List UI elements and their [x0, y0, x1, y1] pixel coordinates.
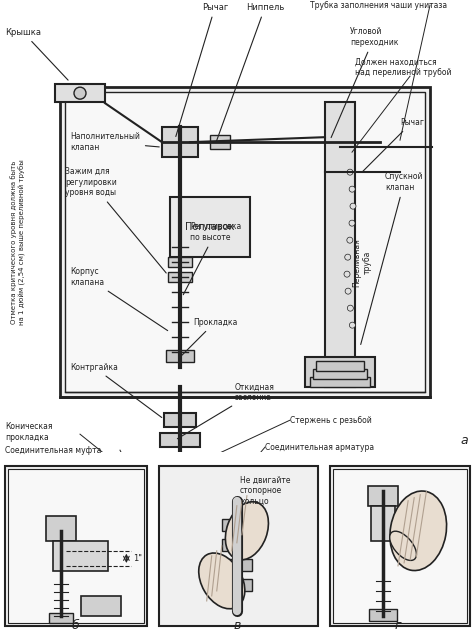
Circle shape: [74, 87, 86, 99]
Text: Рычаг: Рычаг: [362, 117, 424, 172]
Bar: [313, 369, 367, 379]
Ellipse shape: [199, 553, 245, 609]
Bar: [369, 609, 397, 621]
Bar: [46, 516, 76, 541]
Text: Не двигайте
стопорное
кольцо: Не двигайте стопорное кольцо: [240, 476, 291, 505]
Bar: [325, 102, 355, 387]
Text: Стержень с резьбой: Стержень с резьбой: [290, 416, 372, 425]
Circle shape: [349, 220, 355, 226]
Bar: [55, 84, 105, 102]
Bar: [368, 486, 398, 505]
Bar: [222, 579, 252, 591]
Bar: [166, 350, 194, 362]
Circle shape: [345, 254, 351, 260]
Ellipse shape: [225, 502, 268, 560]
Bar: [168, 257, 192, 267]
Bar: [170, 197, 250, 257]
Bar: [160, 433, 200, 447]
Bar: [162, 127, 198, 157]
Text: Корпус
клапана: Корпус клапана: [70, 268, 168, 331]
Bar: [222, 539, 252, 551]
Circle shape: [349, 322, 356, 328]
Text: Переливная
труба: Переливная труба: [352, 238, 372, 286]
Text: Ниппель: Ниппель: [216, 3, 284, 143]
FancyBboxPatch shape: [160, 491, 200, 509]
Bar: [53, 541, 108, 571]
Bar: [210, 135, 230, 149]
Text: Коническая
прокладка: Коническая прокладка: [5, 423, 53, 442]
Text: в: в: [233, 619, 240, 631]
Circle shape: [344, 271, 350, 277]
Ellipse shape: [390, 491, 447, 570]
Text: б: б: [72, 619, 80, 631]
Bar: [60, 87, 430, 397]
Text: г: г: [395, 619, 401, 631]
Text: Зажим для
регулировки
уровня воды: Зажим для регулировки уровня воды: [65, 167, 166, 273]
Bar: [65, 92, 425, 392]
Bar: [222, 519, 252, 531]
Text: Должен находиться
над переливной трубой: Должен находиться над переливной трубой: [355, 57, 452, 77]
Bar: [48, 613, 73, 623]
Bar: [310, 377, 370, 387]
Text: Соединительная арматура: Соединительная арматура: [265, 443, 374, 452]
Circle shape: [347, 237, 353, 243]
Text: Регулировка
по высоте: Регулировка по высоте: [183, 223, 241, 295]
Text: Рычаг: Рычаг: [176, 3, 228, 136]
Text: Откидная
заслонка: Откидная заслонка: [177, 382, 275, 439]
Bar: [8, 469, 144, 623]
Text: Угловой
переходник: Угловой переходник: [331, 28, 399, 138]
Bar: [222, 559, 252, 571]
Bar: [164, 413, 196, 427]
Circle shape: [347, 305, 353, 311]
Text: Спускной
клапан: Спускной клапан: [361, 172, 423, 345]
Text: Наполнительный
клапан: Наполнительный клапан: [70, 133, 159, 152]
Bar: [316, 361, 364, 371]
Text: а: а: [460, 434, 468, 447]
Bar: [81, 596, 121, 616]
Circle shape: [347, 169, 353, 175]
Text: 1": 1": [134, 555, 143, 563]
Text: Отметка критического уровня должна быть
на 1 дюйм (2,54 см) выше переливной труб: Отметка критического уровня должна быть …: [10, 159, 26, 325]
Text: Соединительная муфта: Соединительная муфта: [5, 445, 101, 455]
Text: Контргайка: Контргайка: [70, 363, 162, 418]
Ellipse shape: [390, 531, 417, 560]
Circle shape: [350, 203, 356, 209]
Text: Прокладка: Прокладка: [182, 317, 237, 355]
Text: Крышка: Крышка: [5, 28, 68, 80]
Circle shape: [349, 186, 355, 192]
Bar: [371, 505, 395, 541]
Circle shape: [345, 288, 351, 294]
Bar: [305, 357, 375, 387]
Text: Поплавок: Поплавок: [185, 222, 235, 232]
Text: Трубка заполнения чаши унитаза: Трубка заполнения чаши унитаза: [310, 1, 447, 9]
Bar: [168, 272, 192, 282]
Bar: [155, 509, 205, 527]
